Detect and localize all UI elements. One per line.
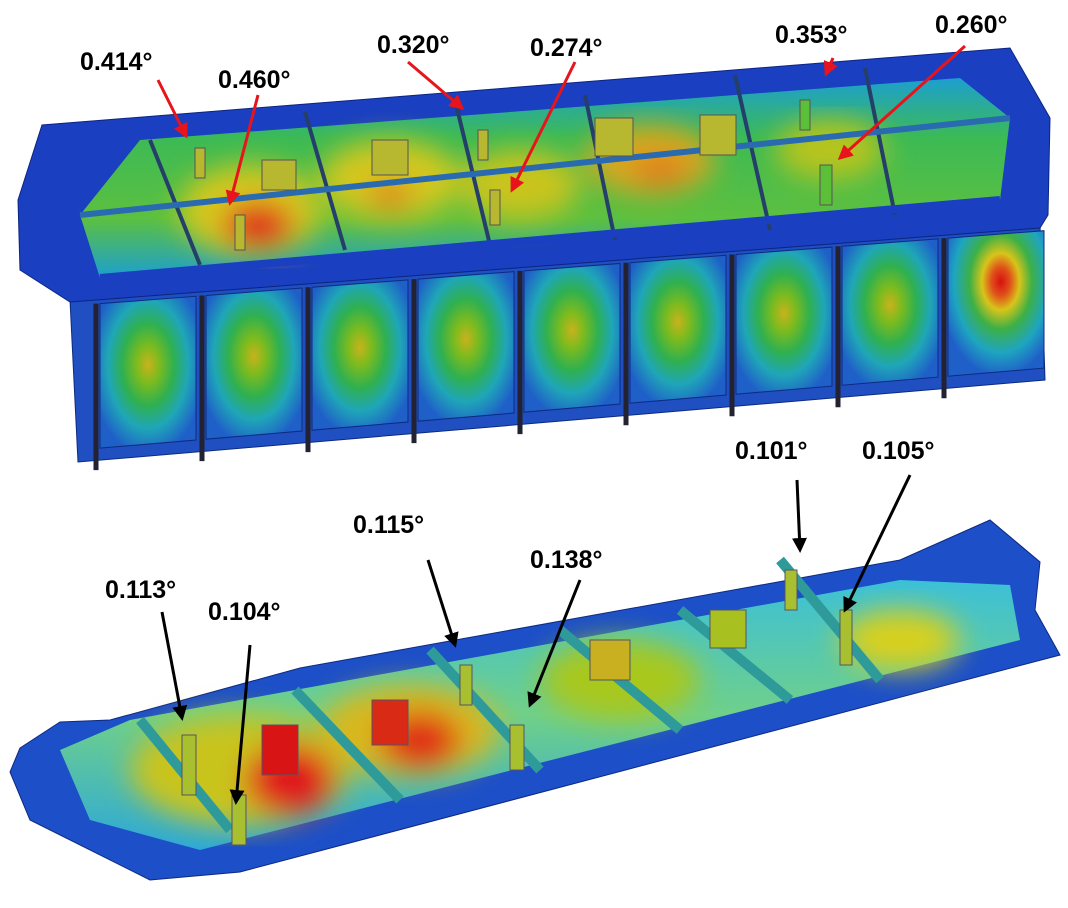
side-panel — [630, 255, 726, 403]
figure: 0.414° 0.460° 0.320° 0.274° 0.353° 0.260… — [0, 0, 1068, 908]
angle-label: 0.320° — [377, 31, 450, 59]
angle-label: 0.115° — [353, 511, 424, 539]
side-panel — [736, 247, 832, 394]
angle-label: 0.274° — [530, 34, 603, 62]
angle-label: 0.113° — [105, 576, 176, 604]
angle-label: 0.460° — [218, 66, 291, 94]
angle-label: 0.104° — [208, 598, 281, 626]
bottom-model — [10, 520, 1060, 880]
side-panel — [524, 263, 620, 412]
angle-label: 0.101° — [735, 437, 808, 465]
side-panel — [312, 280, 408, 430]
angle-label: 0.414° — [80, 48, 153, 76]
side-panel — [842, 239, 938, 385]
angle-label: 0.353° — [775, 21, 848, 49]
angle-label: 0.260° — [935, 11, 1008, 39]
side-panel — [206, 288, 302, 439]
angle-label: 0.138° — [530, 546, 603, 574]
side-panel — [948, 231, 1044, 377]
side-panel — [418, 272, 514, 421]
angle-label: 0.105° — [862, 437, 935, 465]
side-panel — [100, 296, 196, 448]
